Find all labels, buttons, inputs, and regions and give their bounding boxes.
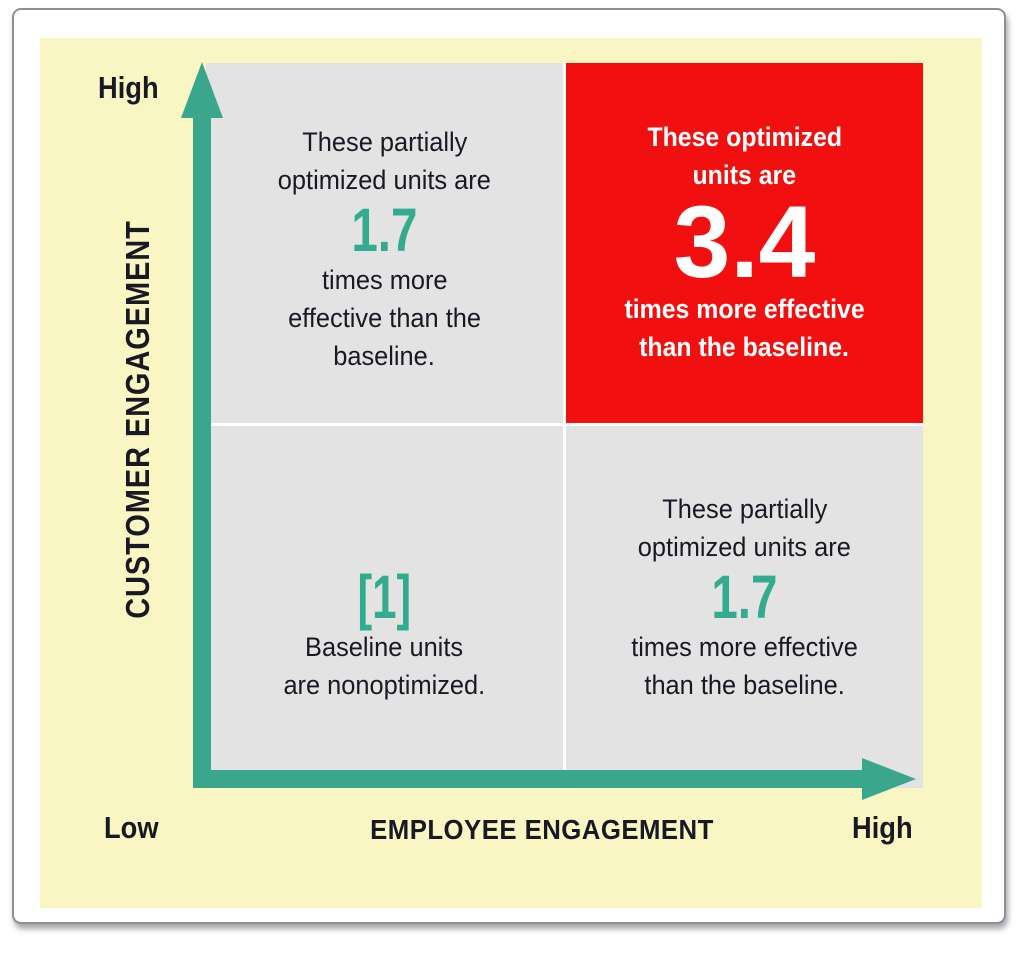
quadrant-top-right-highlighted: These optimized units are 3.4 times more… [566, 63, 923, 423]
quadrant-text-line: These partially [301, 127, 468, 157]
quadrant-value: [1] [357, 563, 412, 631]
quadrant-bottom-left: [1] Baseline units are nonoptimized. [206, 426, 563, 788]
x-axis-high-tick: High [852, 810, 913, 845]
y-axis-arrow-shaft [193, 114, 211, 788]
quadrant-top-left: These partially optimized units are 1.7 … [206, 63, 563, 423]
grid-divider-horizontal [206, 423, 923, 426]
x-axis-title: EMPLOYEE ENGAGEMENT [370, 814, 714, 845]
x-axis-arrowhead-icon [862, 758, 916, 800]
quadrant-text-line: effective than the [288, 303, 481, 333]
quadrant-text-line: baseline. [333, 341, 436, 371]
quadrant-text-line: These partially [661, 494, 828, 524]
quadrant-text-line: These optimized [647, 122, 842, 152]
quadrant-text-line: units are [692, 160, 797, 190]
quadrant-text-line: than the baseline. [639, 332, 850, 362]
quadrant-value: 3.4 [673, 185, 816, 299]
quadrant-text-line: Baseline units [305, 632, 464, 662]
quadrant-value: 1.7 [351, 196, 418, 264]
quadrant-text-line: are nonoptimized. [283, 670, 486, 700]
quadrant-grid: These partially optimized units are 1.7 … [206, 63, 923, 788]
quadrant-text-line: optimized units are [277, 165, 492, 195]
quadrant-text-line: times more effective [624, 294, 865, 324]
quadrant-bottom-right: These partially optimized units are 1.7 … [566, 426, 923, 788]
y-axis-title: CUSTOMER ENGAGEMENT [119, 220, 156, 619]
figure-panel: These partially optimized units are 1.7 … [40, 38, 982, 908]
y-axis-high-tick: High [98, 70, 159, 105]
x-axis-arrow-shaft [193, 770, 865, 788]
y-axis-arrowhead-icon [181, 62, 223, 118]
x-axis-low-tick: Low [104, 810, 159, 845]
quadrant-text-line: optimized units are [637, 532, 852, 562]
quadrant-value: 1.7 [711, 563, 778, 631]
figure-frame: These partially optimized units are 1.7 … [12, 8, 1006, 924]
quadrant-text-line: times more effective [631, 632, 858, 662]
quadrant-text-line: than the baseline. [644, 670, 845, 700]
quadrant-text-line: times more [321, 265, 448, 295]
